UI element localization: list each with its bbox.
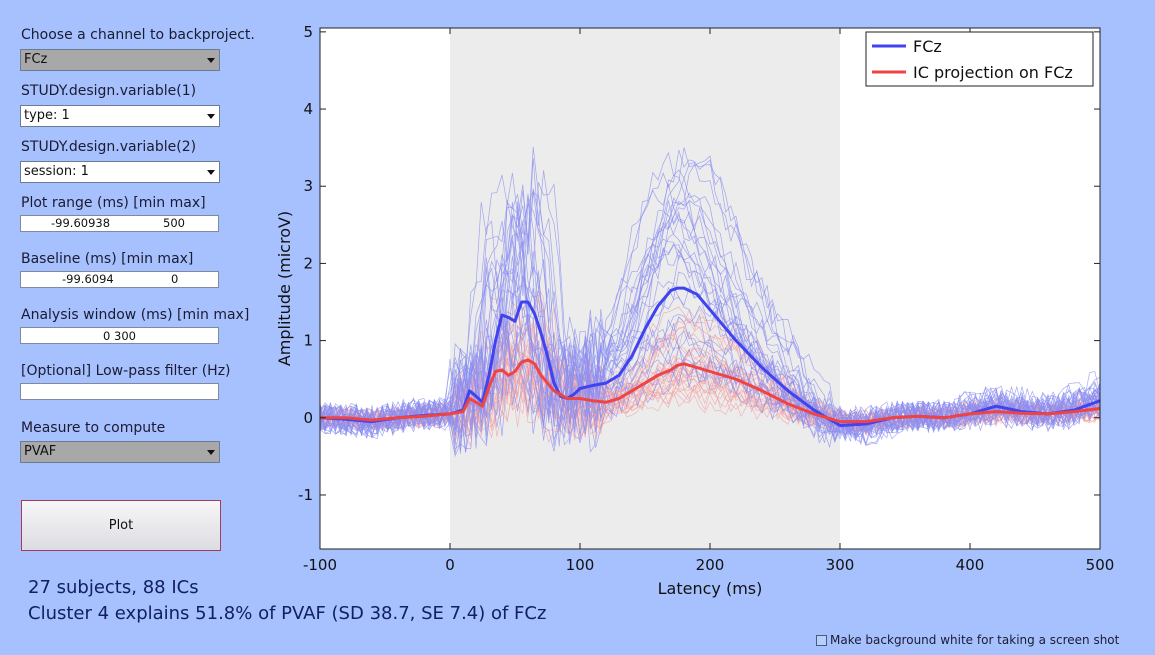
trace [319,146,1101,450]
y-tick-label: -1 [298,486,313,504]
legend-label: FCz [913,37,942,56]
white-background-label: Make background white for taking a scree… [830,633,1120,647]
plot-range-input[interactable]: -99.60938 500 [20,215,219,232]
legend-label: IC projection on FCz [913,63,1073,82]
x-axis-label: Latency (ms) [658,579,763,598]
trace [319,215,1101,439]
y-tick-label: 4 [303,100,313,118]
y-tick-label: 2 [303,254,313,272]
design-variable-1-label: STUDY.design.variable(1) [21,83,197,99]
trace [319,151,1101,449]
chevron-down-icon [207,170,215,175]
trace [319,195,1101,438]
y-tick-label: 0 [303,409,313,427]
trace [319,172,1101,444]
analysis-window-value: 0 300 [103,329,136,343]
plot-range-max: 500 [163,216,185,230]
x-tick-label: 0 [445,556,455,574]
measure-select[interactable]: PVAF [20,441,220,463]
design-variable-1-select[interactable]: type: 1 [20,105,220,127]
chevron-down-icon [207,450,215,455]
baseline-label: Baseline (ms) [min max] [21,251,194,267]
analysis-window-label: Analysis window (ms) [min max] [21,307,250,323]
x-tick-label: 200 [696,556,725,574]
design-variable-1-value: type: 1 [24,108,70,123]
series-line-ic-projection [320,358,1101,424]
plot-range-min: -99.60938 [51,216,111,230]
summary-subjects: 27 subjects, 88 ICs [28,577,199,598]
x-tick-label: 400 [956,556,985,574]
checkbox[interactable] [816,634,827,646]
plot-button[interactable]: Plot [21,500,221,551]
x-tick-label: 300 [826,556,855,574]
design-variable-2-label: STUDY.design.variable(2) [21,139,197,155]
white-background-toggle[interactable]: Make background white for taking a scree… [816,633,1119,647]
y-axis-label: Amplitude (microV) [275,211,294,366]
lowpass-input[interactable] [20,383,219,400]
channel-select[interactable]: FCz [20,49,220,71]
measure-select-value: PVAF [24,444,57,459]
measure-label: Measure to compute [21,420,166,436]
x-tick-label: 100 [566,556,595,574]
y-tick-label: 5 [303,23,313,41]
x-tick-label: -100 [303,556,337,574]
trace [319,272,1101,441]
legend: FCz IC projection on FCz [865,31,1094,87]
plot-range-label: Plot range (ms) [min max] [21,195,206,211]
trace [319,289,1101,451]
chevron-down-icon [207,58,215,63]
lowpass-label: [Optional] Low-pass filter (Hz) [21,363,231,379]
design-variable-2-select[interactable]: session: 1 [20,161,220,183]
analysis-window-input[interactable]: 0 300 [20,327,219,344]
legend-box [865,31,1094,87]
axis-ticks: -100 0 100 200 300 400 500 -1 0 1 2 3 4 5 [298,23,1114,574]
trace [319,147,1101,447]
channel-select-value: FCz [24,52,48,67]
chevron-down-icon [207,114,215,119]
design-variable-2-value: session: 1 [24,164,89,179]
mean-traces [319,286,1101,427]
baseline-min: -99.6094 [62,272,114,286]
baseline-input[interactable]: -99.6094 0 [20,271,219,288]
individual-traces [319,146,1101,458]
baseline-max: 0 [171,272,179,286]
y-tick-label: 1 [303,332,313,350]
summary-pvaf: Cluster 4 explains 51.8% of PVAF (SD 38.… [28,603,547,624]
x-tick-label: 500 [1086,556,1115,574]
y-tick-label: 3 [303,177,313,195]
channel-label: Choose a channel to backproject. [21,27,255,43]
